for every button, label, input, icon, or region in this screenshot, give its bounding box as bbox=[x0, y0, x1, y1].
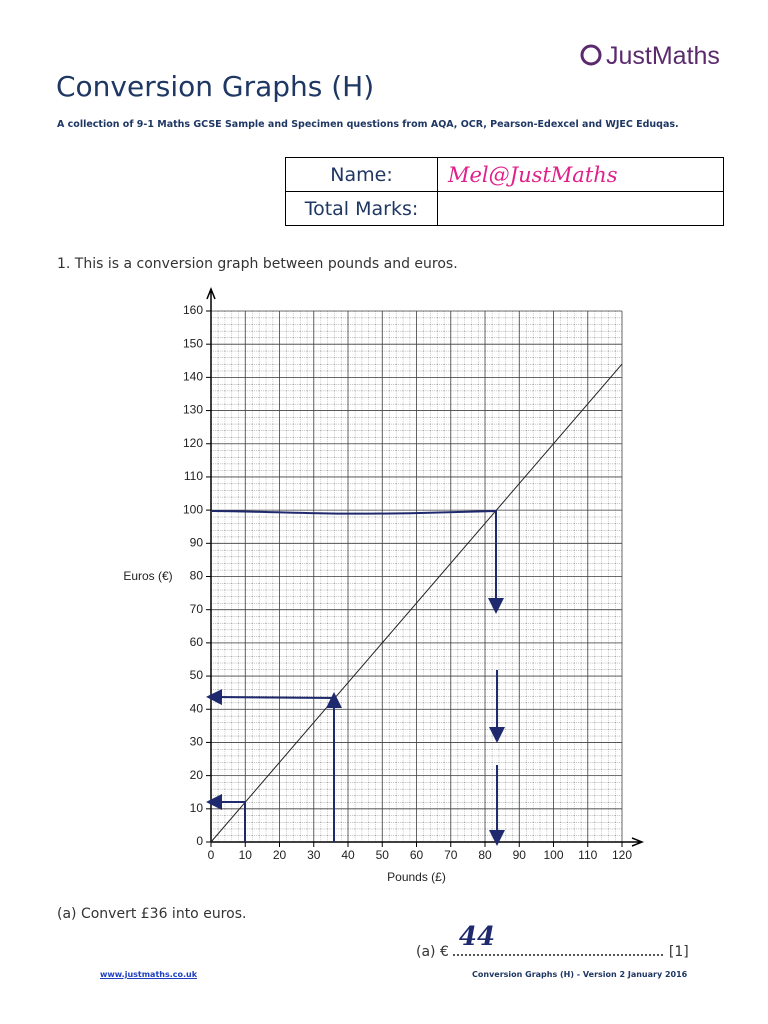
x-tick-label: 90 bbox=[513, 848, 527, 862]
x-tick-label: 50 bbox=[376, 848, 390, 862]
footer-link[interactable]: www.justmaths.co.uk bbox=[100, 970, 198, 979]
y-tick-label: 120 bbox=[183, 436, 203, 450]
logo: JustMaths bbox=[606, 42, 720, 70]
y-tick-label: 0 bbox=[196, 834, 203, 848]
x-tick-label: 60 bbox=[410, 848, 424, 862]
conversion-line bbox=[210, 363, 623, 843]
footer-text: Conversion Graphs (H) - Version 2 Januar… bbox=[472, 970, 688, 979]
marks-value bbox=[437, 191, 724, 226]
y-tick-label: 140 bbox=[183, 370, 203, 384]
x-tick-label: 80 bbox=[478, 848, 492, 862]
part-a-question: (a) Convert £36 into euros. bbox=[57, 906, 247, 922]
x-tick-label: 100 bbox=[543, 848, 563, 862]
y-tick-label: 40 bbox=[190, 701, 204, 715]
marks-label: Total Marks: bbox=[285, 191, 438, 226]
question: 1. This is a conversion graph between po… bbox=[57, 256, 458, 272]
y-axis-label: Euros (€) bbox=[123, 569, 172, 583]
y-tick-label: 130 bbox=[183, 403, 203, 417]
name-label: Name: bbox=[285, 157, 438, 192]
x-tick-label: 10 bbox=[239, 848, 253, 862]
y-tick-label: 100 bbox=[183, 502, 203, 516]
x-tick-label: 120 bbox=[612, 848, 632, 862]
y-tick-label: 50 bbox=[190, 668, 204, 682]
answer-prefix: (a) € bbox=[416, 944, 449, 960]
y-tick-label: 150 bbox=[183, 336, 203, 350]
subtitle: A collection of 9-1 Maths GCSE Sample an… bbox=[57, 119, 679, 130]
y-tick-label: 10 bbox=[190, 801, 204, 815]
answer-line: (a) € 44 [1] bbox=[416, 922, 689, 960]
marks-table: Name: Mel@JustMaths Total Marks: bbox=[285, 157, 724, 226]
y-tick-label: 20 bbox=[190, 768, 204, 782]
answer: 44 bbox=[458, 922, 496, 952]
handwritten-readings bbox=[206, 509, 505, 846]
y-axis bbox=[206, 286, 216, 842]
answer-dots: 44 bbox=[452, 922, 663, 956]
y-tick-label: 160 bbox=[183, 303, 203, 317]
x-axis-label: Pounds (£) bbox=[387, 870, 446, 884]
x-tick-label: 40 bbox=[341, 848, 355, 862]
x-axis bbox=[211, 837, 645, 847]
y-tick-label: 90 bbox=[190, 535, 204, 549]
mark: [1] bbox=[668, 944, 689, 960]
x-tick-label: 0 bbox=[208, 848, 215, 862]
title: Conversion Graphs (H) bbox=[56, 70, 375, 103]
name-value: Mel@JustMaths bbox=[437, 157, 724, 192]
y-tick-label: 70 bbox=[190, 602, 204, 616]
y-tick-label: 110 bbox=[184, 469, 203, 483]
y-tick-label: 80 bbox=[190, 569, 204, 583]
logo-mark bbox=[580, 44, 602, 66]
y-tick-label: 60 bbox=[190, 635, 204, 649]
x-tick-label: 30 bbox=[307, 848, 321, 862]
x-tick-label: 20 bbox=[273, 848, 287, 862]
x-tick-label: 70 bbox=[444, 848, 458, 862]
x-tick-label: 110 bbox=[578, 848, 597, 862]
y-tick-label: 30 bbox=[190, 735, 204, 749]
